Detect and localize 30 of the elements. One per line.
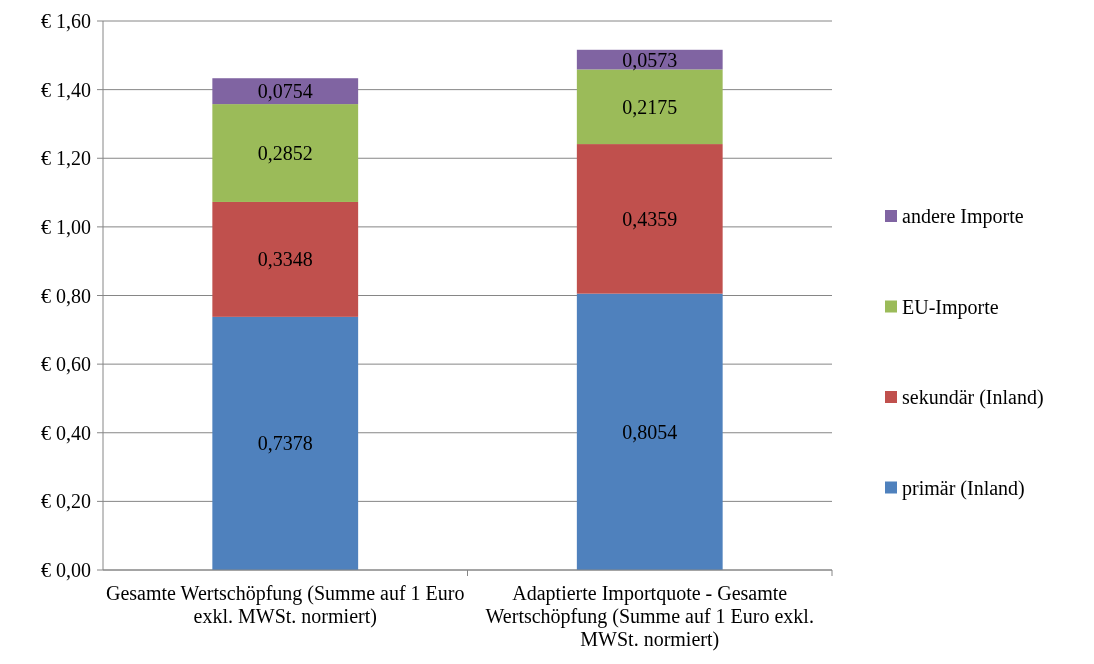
- data-label: 0,2852: [257, 142, 313, 165]
- bar: [576, 69, 723, 145]
- bar: [212, 78, 359, 105]
- data-label: 0,3348: [257, 248, 313, 271]
- bar: [212, 316, 359, 570]
- legend-label: andere Importe: [902, 205, 1024, 228]
- y-tick-label: € 0,20: [41, 490, 91, 513]
- y-tick-label: € 0,80: [41, 284, 91, 307]
- y-tick-label: € 1,40: [41, 78, 91, 101]
- data-label: 0,0754: [257, 80, 313, 103]
- bar: [576, 144, 723, 294]
- y-tick-label: € 1,60: [41, 10, 91, 32]
- data-label: 0,0573: [622, 48, 678, 71]
- data-label: 0,2175: [622, 95, 678, 118]
- x-tick-label: Adaptierte Importquote - Gesamte Wertschöpfung (Summe auf 1 Euro exkl. MWSt. normiert): [485, 582, 814, 651]
- data-label: 0,8054: [622, 420, 678, 443]
- x-tick-label: Gesamte Wertschöpfung (Summe auf 1 Euro exkl. MWSt. normiert): [106, 582, 465, 628]
- legend-label: EU-Importe: [902, 295, 999, 319]
- legend-label: sekundär (Inland): [902, 386, 1044, 409]
- y-tick-label: € 0,40: [41, 421, 91, 444]
- bar: [212, 104, 359, 202]
- data-label: 0,4359: [622, 207, 678, 230]
- y-tick-label: € 1,20: [41, 147, 91, 170]
- legend-label: primär (Inland): [902, 476, 1025, 500]
- bar: [576, 293, 723, 570]
- y-tick-label: € 0,00: [41, 559, 91, 581]
- bar: [212, 201, 359, 317]
- y-tick-label: € 0,60: [41, 353, 91, 376]
- data-label: 0,7378: [257, 432, 313, 455]
- y-tick-label: € 1,00: [41, 215, 91, 238]
